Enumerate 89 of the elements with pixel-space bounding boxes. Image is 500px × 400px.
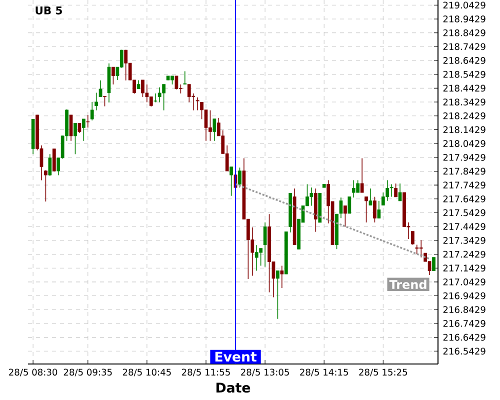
y-tick-label: 217.1429 — [443, 264, 486, 272]
x-tick-label: 28/5 08:30 — [9, 368, 58, 376]
candlestick — [352, 180, 356, 198]
series-label: Trend — [389, 280, 426, 290]
candlestick — [196, 97, 200, 111]
candlestick — [82, 118, 86, 142]
candlestick — [394, 183, 398, 198]
y-tick-label: 218.8429 — [443, 29, 486, 36]
candlestick — [48, 154, 52, 176]
candlestick — [141, 80, 144, 98]
y-tick-label: 216.9429 — [443, 292, 486, 300]
candlestick — [208, 110, 212, 142]
candlestick — [381, 192, 385, 206]
candlestick — [344, 205, 347, 228]
candlestick — [398, 183, 402, 202]
y-tick-label: 217.6429 — [443, 195, 486, 202]
y-tick-label: 217.2429 — [443, 250, 486, 258]
y-tick-label: 216.7429 — [443, 320, 486, 327]
candlestick — [254, 244, 258, 272]
y-tick-label: 217.0429 — [443, 278, 486, 286]
y-tick-label: 217.9429 — [443, 154, 486, 161]
candlestick — [44, 170, 48, 202]
y-tick-label: 218.4429 — [443, 84, 486, 92]
chart-title: UB 5 — [36, 6, 62, 14]
y-tick-label: 218.2429 — [443, 112, 486, 120]
candlestick — [356, 180, 360, 193]
candlestick — [432, 257, 436, 272]
y-tick-label: 218.9429 — [443, 16, 486, 22]
candlestick — [154, 93, 158, 103]
candlestick — [390, 184, 394, 198]
candlestick — [94, 92, 98, 111]
y-tick-label: 217.5429 — [443, 209, 486, 216]
y-tick-label: 217.7429 — [443, 182, 486, 188]
candlestick — [124, 49, 128, 81]
x-tick-label: 28/5 11:55 — [182, 368, 230, 376]
candlestick — [259, 248, 263, 266]
x-tick-label: 28/5 14:15 — [300, 368, 348, 376]
y-tick-label: 216.5429 — [443, 348, 486, 355]
y-tick-label: 218.7429 — [443, 43, 486, 50]
candlestick — [419, 240, 423, 258]
y-tick-label: 217.3429 — [443, 236, 486, 244]
x-tick-label: 28/5 13:05 — [241, 368, 289, 376]
candlestick — [187, 84, 191, 103]
candlestick — [98, 80, 102, 98]
candlestick — [112, 66, 115, 85]
candlestick — [212, 118, 216, 142]
y-tick-label: 217.4429 — [443, 223, 486, 230]
candlestick — [276, 270, 280, 320]
candlestick — [360, 158, 364, 193]
candlestick — [280, 265, 284, 288]
candlestick — [149, 96, 153, 107]
y-tick-label: 216.6429 — [443, 334, 486, 341]
candlestick — [373, 196, 376, 223]
candlestick — [386, 180, 390, 202]
candlestick — [348, 196, 352, 214]
candlestick — [415, 244, 419, 255]
candlestick — [368, 188, 372, 206]
candlestick — [158, 86, 162, 103]
candlestick — [174, 76, 178, 90]
candlestick — [69, 114, 73, 142]
candlestick — [52, 148, 56, 172]
x-tick-label: 28/5 09:35 — [64, 368, 112, 376]
x-tick-label: 28/5 15:25 — [359, 368, 408, 376]
candlestick — [230, 166, 233, 196]
candlestick — [183, 70, 187, 85]
x-tick-label: 28/5 10:45 — [122, 368, 171, 376]
candlestick — [364, 196, 368, 223]
y-tick-label: 218.1429 — [443, 126, 486, 134]
candlestick — [103, 96, 106, 107]
x-axis-title: Date — [216, 382, 250, 393]
y-tick-label: 218.3429 — [443, 98, 486, 106]
y-tick-label: 216.8429 — [443, 306, 486, 314]
candlestick — [74, 122, 77, 155]
y-tick-label: 217.8429 — [443, 168, 486, 175]
y-tick-label: 218.6429 — [443, 57, 486, 64]
candlestick — [78, 122, 82, 134]
candlestick — [411, 231, 414, 246]
candlestick — [90, 102, 94, 121]
y-tick-label: 218.5429 — [443, 70, 486, 78]
candlestick — [238, 167, 242, 188]
ref-line-label: Event — [215, 352, 257, 362]
y-tick-label: 218.0429 — [443, 140, 486, 147]
candlestick — [162, 84, 166, 111]
candlestick — [339, 197, 343, 219]
y-tick-label: 219.0429 — [443, 2, 486, 9]
candlestick — [377, 200, 381, 219]
candlestick — [263, 222, 267, 268]
candlestick — [310, 187, 314, 206]
candlestick — [86, 114, 90, 128]
